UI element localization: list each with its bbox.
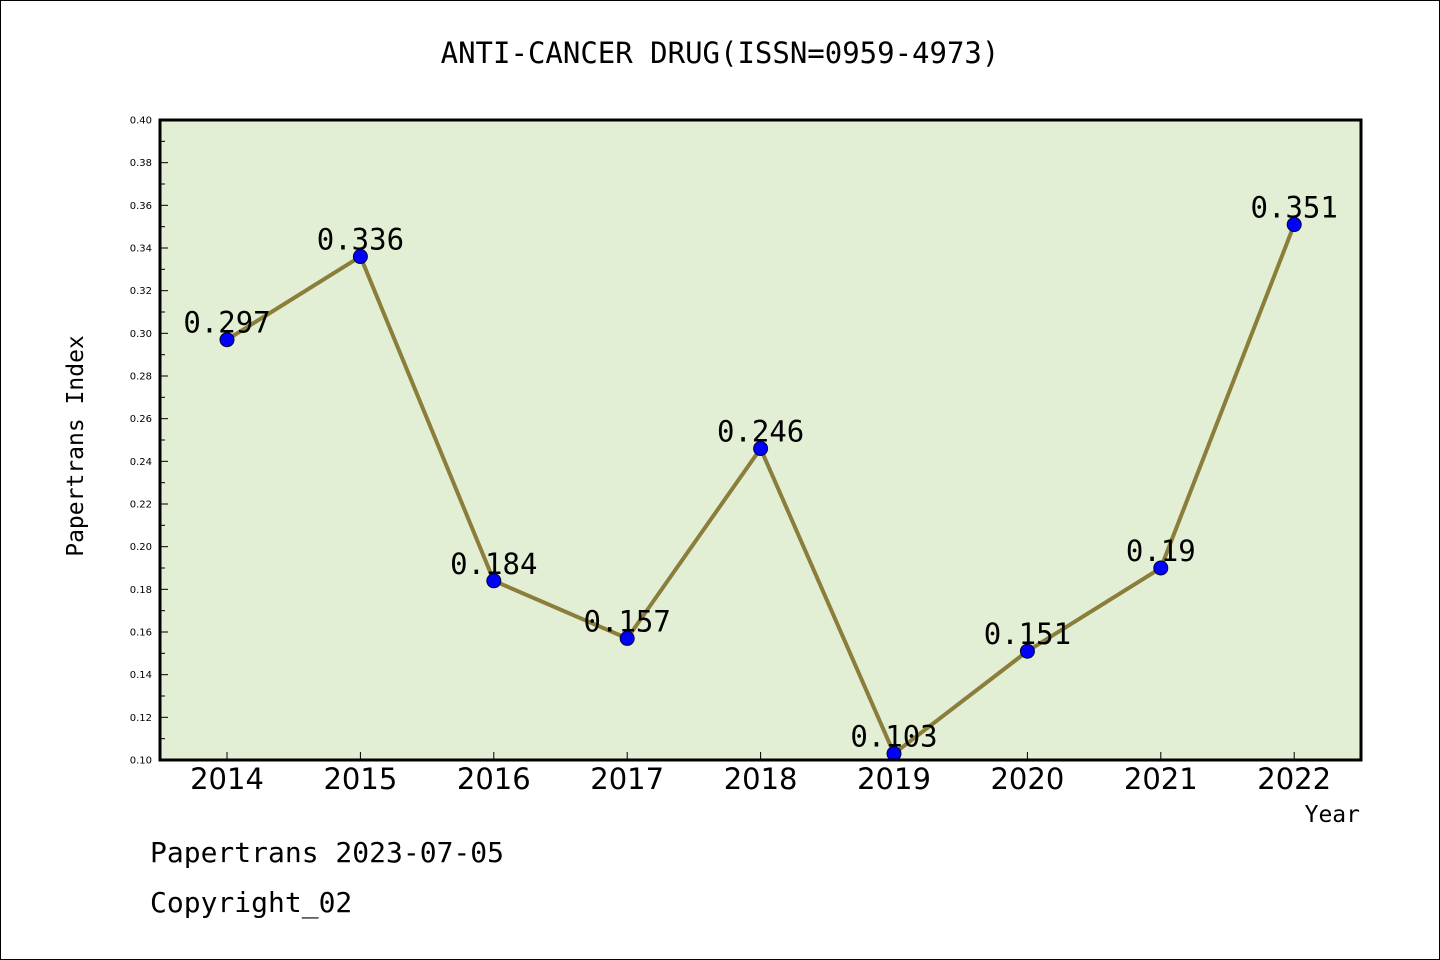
y-tick-label: 0.22	[130, 500, 152, 511]
data-label: 0.351	[1251, 191, 1338, 225]
y-tick-label: 0.20	[130, 542, 152, 553]
data-label: 0.157	[584, 604, 671, 638]
y-tick-label: 0.34	[130, 244, 152, 255]
data-point	[619, 630, 635, 646]
y-tick-label: 0.36	[130, 201, 152, 212]
y-tick-label: 0.40	[130, 116, 152, 127]
y-tick-label: 0.38	[130, 158, 152, 169]
y-tick-label: 0.12	[130, 713, 152, 724]
data-label: 0.336	[317, 223, 404, 257]
data-label: 0.19	[1126, 534, 1196, 568]
data-point	[219, 332, 235, 348]
plot-area	[160, 120, 1361, 760]
x-tick-label: 2022	[1257, 762, 1331, 796]
x-tick-label: 2017	[590, 762, 664, 796]
data-label: 0.184	[450, 547, 537, 581]
data-label: 0.151	[984, 617, 1071, 651]
x-tick-label: 2019	[857, 762, 931, 796]
footer-date: Papertrans 2023-07-05	[150, 836, 505, 869]
data-point	[1286, 217, 1302, 233]
footer-copyright: Copyright_02	[150, 886, 353, 919]
data-label: 0.297	[183, 306, 270, 340]
x-tick-label: 2014	[190, 762, 264, 796]
plot-border	[158, 118, 1363, 762]
y-tick-label: 0.26	[130, 414, 152, 425]
x-tick-label: 2020	[990, 762, 1064, 796]
y-tick-label: 0.28	[130, 372, 152, 383]
y-tick-label: 0.30	[130, 329, 152, 340]
y-tick-label: 0.24	[130, 457, 152, 468]
x-tick-label: 2016	[457, 762, 531, 796]
y-tick-label: 0.10	[130, 756, 152, 767]
x-axis-label: Year	[1304, 802, 1360, 828]
data-label: 0.103	[850, 720, 937, 754]
data-point	[753, 441, 769, 457]
x-tick-label: 2018	[724, 762, 798, 796]
data-point	[352, 249, 368, 265]
y-tick-label: 0.32	[130, 286, 152, 297]
y-tick-label: 0.18	[130, 585, 152, 596]
data-point	[1153, 560, 1169, 576]
y-tick-label: 0.16	[130, 628, 152, 639]
data-point	[486, 573, 502, 589]
data-point	[1019, 643, 1035, 659]
data-label: 0.246	[717, 415, 804, 449]
x-tick-label: 2015	[323, 762, 397, 796]
x-tick-label: 2021	[1124, 762, 1198, 796]
y-tick-label: 0.14	[130, 670, 152, 681]
chart-title: ANTI-CANCER DRUG(ISSN=0959-4973)	[440, 36, 1000, 70]
